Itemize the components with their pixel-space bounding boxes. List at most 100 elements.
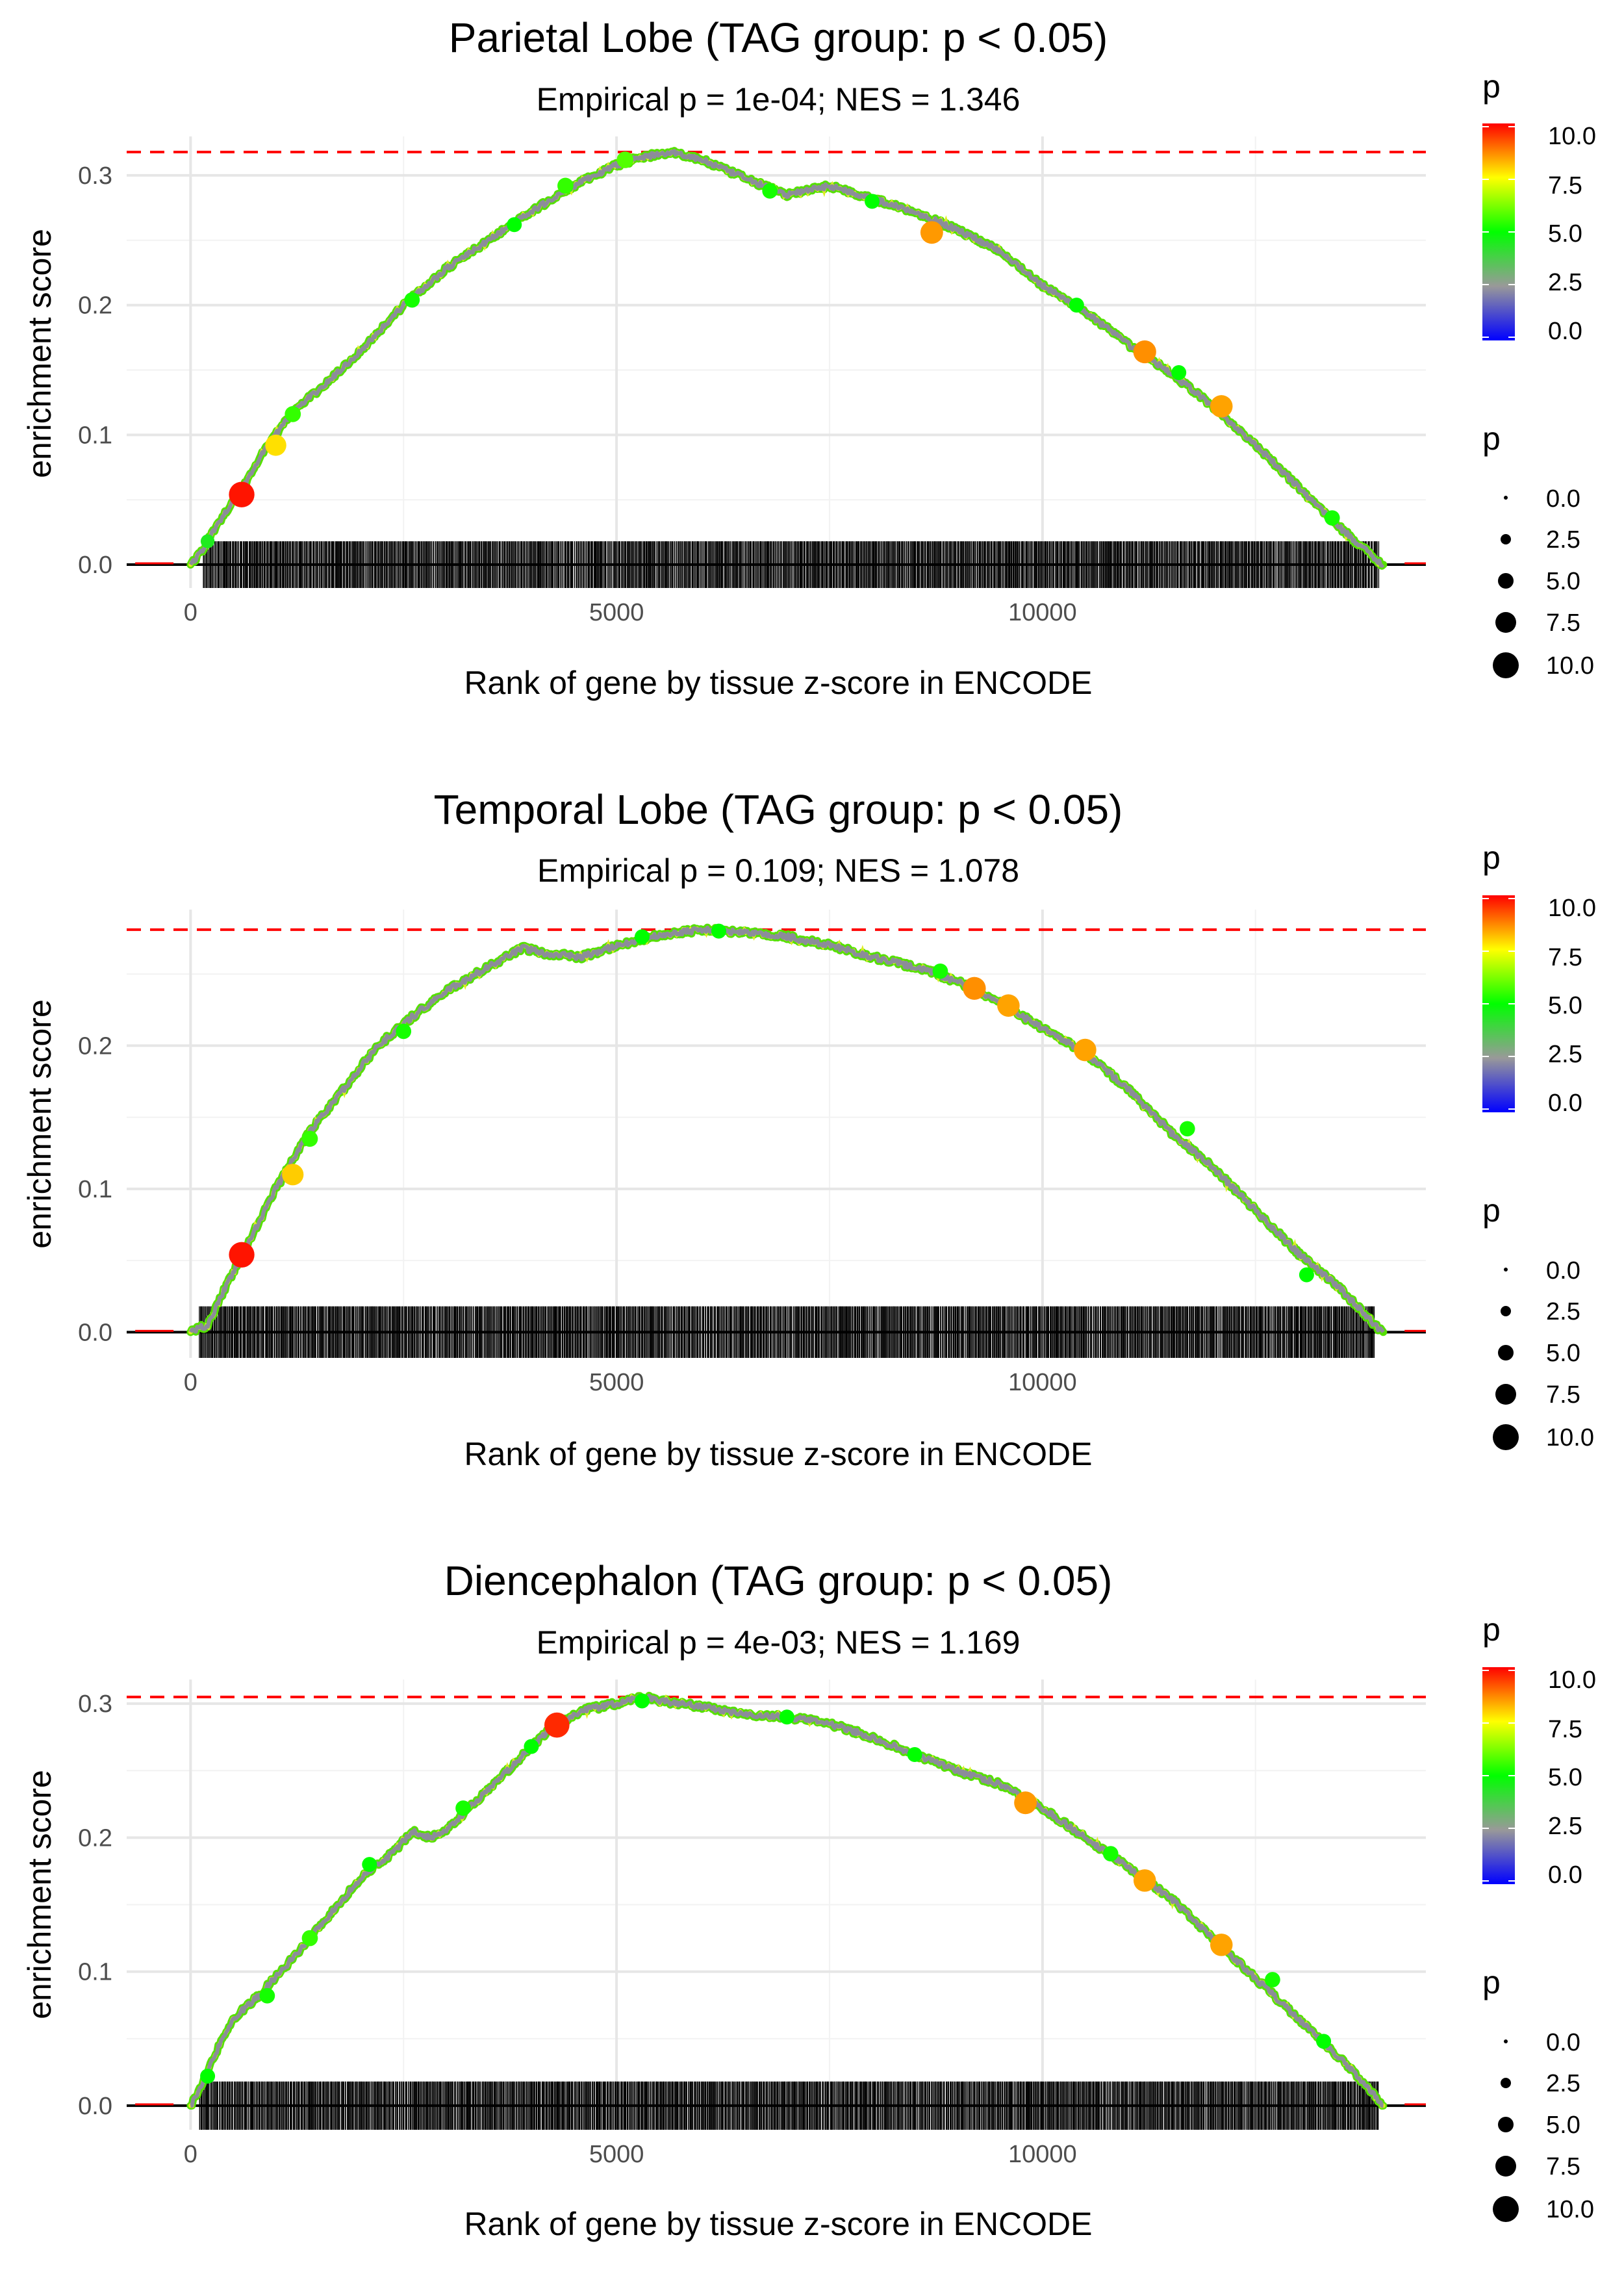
gene-point	[762, 183, 778, 199]
legend-size-title: p	[1482, 1192, 1501, 1229]
y-tick-label: 0.3	[78, 162, 112, 190]
gene-point	[229, 1242, 255, 1268]
gene-point	[1316, 2034, 1332, 2049]
legend-size-label: 2.5	[1546, 1298, 1580, 1325]
gene-point	[779, 1709, 794, 1725]
y-tick-label: 0.0	[78, 1319, 112, 1346]
legend-color-tick: 2.5	[1548, 1041, 1582, 1068]
legend-color-title: p	[1482, 68, 1501, 105]
y-tick-label: 0.0	[78, 2093, 112, 2120]
chart-title: Diencephalon (TAG group: p < 0.05)	[444, 1557, 1113, 1604]
es-curve-halo	[186, 1691, 1388, 2110]
chart-subtitle: Empirical p = 1e-04; NES = 1.346	[537, 81, 1021, 118]
gene-point	[200, 534, 215, 548]
y-axis-label: enrichment score	[21, 999, 58, 1249]
rug-barcode	[199, 1306, 1375, 1358]
gene-point	[997, 994, 1020, 1017]
legend-size-dot	[1493, 652, 1519, 678]
legend-color-tick: 2.5	[1548, 1813, 1582, 1840]
gene-point	[362, 1857, 377, 1872]
legend-size-dot	[1493, 1424, 1519, 1450]
gene-point	[1210, 395, 1233, 418]
legend-size-label: 5.0	[1546, 2112, 1580, 2139]
legend-size-dot	[1498, 573, 1514, 589]
gene-point	[259, 1987, 275, 2004]
legend-size-dot	[1498, 1345, 1514, 1361]
gene-point	[1299, 1267, 1314, 1283]
legend-size-label: 7.5	[1546, 609, 1580, 637]
gene-point	[265, 435, 286, 456]
legend-size-label: 7.5	[1546, 2153, 1580, 2180]
legend-size-label: 0.0	[1546, 1257, 1580, 1284]
es-curve-halo-yellow	[188, 921, 1386, 1336]
gene-point	[301, 1131, 318, 1147]
y-tick-label: 0.1	[78, 422, 112, 449]
x-tick-label: 5000	[589, 2141, 644, 2168]
gene-point	[1171, 364, 1187, 380]
gene-point	[200, 2069, 216, 2084]
es-curve	[188, 925, 1385, 1334]
gene-point	[557, 177, 574, 194]
gene-point	[634, 1693, 650, 1709]
gene-point	[301, 1930, 318, 1947]
rug-barcode	[199, 2081, 1379, 2130]
x-axis-label: Rank of gene by tissue z-score in ENCODE	[464, 2206, 1092, 2242]
legend-size-dot	[1504, 496, 1508, 500]
x-tick-label: 0	[184, 2141, 197, 2168]
gene-point	[920, 221, 943, 244]
legend-size-dot	[1493, 2196, 1519, 2222]
es-curve	[188, 149, 1385, 568]
legend-color-tick: 5.0	[1548, 1764, 1582, 1791]
x-tick-label: 10000	[1008, 2141, 1077, 2168]
legend-size-dot	[1504, 1268, 1508, 1271]
legend-colorbar-ticks	[1482, 126, 1515, 338]
es-curve-halo	[186, 923, 1388, 1336]
legend-color-tick: 7.5	[1548, 1716, 1582, 1743]
legend-size-title: p	[1482, 420, 1501, 457]
legend-color-tick: 0.0	[1548, 318, 1582, 345]
panel-parietal: Parietal Lobe (TAG group: p < 0.05) Empi…	[21, 14, 1596, 701]
y-tick-label: 0.0	[78, 552, 112, 579]
gene-point	[285, 406, 301, 422]
legend-size-label: 5.0	[1546, 1340, 1580, 1367]
legend-size-label: 0.0	[1546, 485, 1580, 513]
plot-area: 0.0 0.1 0.2 0 5000 10000	[78, 910, 1426, 1396]
legend-color-title: p	[1482, 839, 1501, 876]
x-tick-label: 0	[184, 599, 197, 626]
legend-color-tick: 2.5	[1548, 269, 1582, 296]
chart-title: Temporal Lobe (TAG group: p < 0.05)	[434, 786, 1123, 833]
y-axis-label: enrichment score	[21, 1770, 58, 2019]
es-curve-halo-yellow	[188, 1692, 1386, 2108]
panel-temporal: Temporal Lobe (TAG group: p < 0.05) Empi…	[21, 786, 1596, 1472]
es-curve	[190, 1693, 1384, 2108]
x-tick-label: 10000	[1008, 1369, 1077, 1396]
legend-color-tick: 5.0	[1548, 992, 1582, 1019]
chart-subtitle: Empirical p = 0.109; NES = 1.078	[537, 852, 1019, 889]
y-tick-label: 0.1	[78, 1176, 112, 1203]
x-axis-label: Rank of gene by tissue z-score in ENCODE	[464, 1436, 1092, 1472]
legend-color-tick: 10.0	[1548, 1667, 1596, 1694]
es-curve-halo-yellow	[188, 146, 1386, 568]
gene-point	[404, 292, 420, 308]
legend-color-tick: 10.0	[1548, 895, 1596, 922]
x-tick-label: 5000	[589, 599, 644, 626]
y-tick-label: 0.2	[78, 1824, 112, 1852]
gene-point	[907, 1747, 922, 1762]
gene-point	[1324, 510, 1340, 526]
gene-point	[711, 923, 726, 939]
legend-size-label: 5.0	[1546, 568, 1580, 595]
x-tick-label: 0	[184, 1369, 197, 1396]
legend-size-dot	[1501, 534, 1511, 544]
x-tick-label: 5000	[589, 1369, 644, 1396]
legend-size-label: 10.0	[1546, 652, 1594, 680]
gene-point	[963, 977, 986, 1000]
gene-point	[1069, 298, 1084, 313]
plot-area: 0.0 0.1 0.2 0.3 0 5000 10000	[78, 1680, 1426, 2168]
chart-subtitle: Empirical p = 4e-03; NES = 1.169	[537, 1624, 1021, 1661]
x-tick-label: 10000	[1008, 599, 1077, 626]
chart-title: Parietal Lobe (TAG group: p < 0.05)	[449, 14, 1108, 61]
gene-point	[865, 194, 880, 209]
gene-point	[524, 1739, 539, 1754]
gene-point	[1014, 1791, 1037, 1815]
